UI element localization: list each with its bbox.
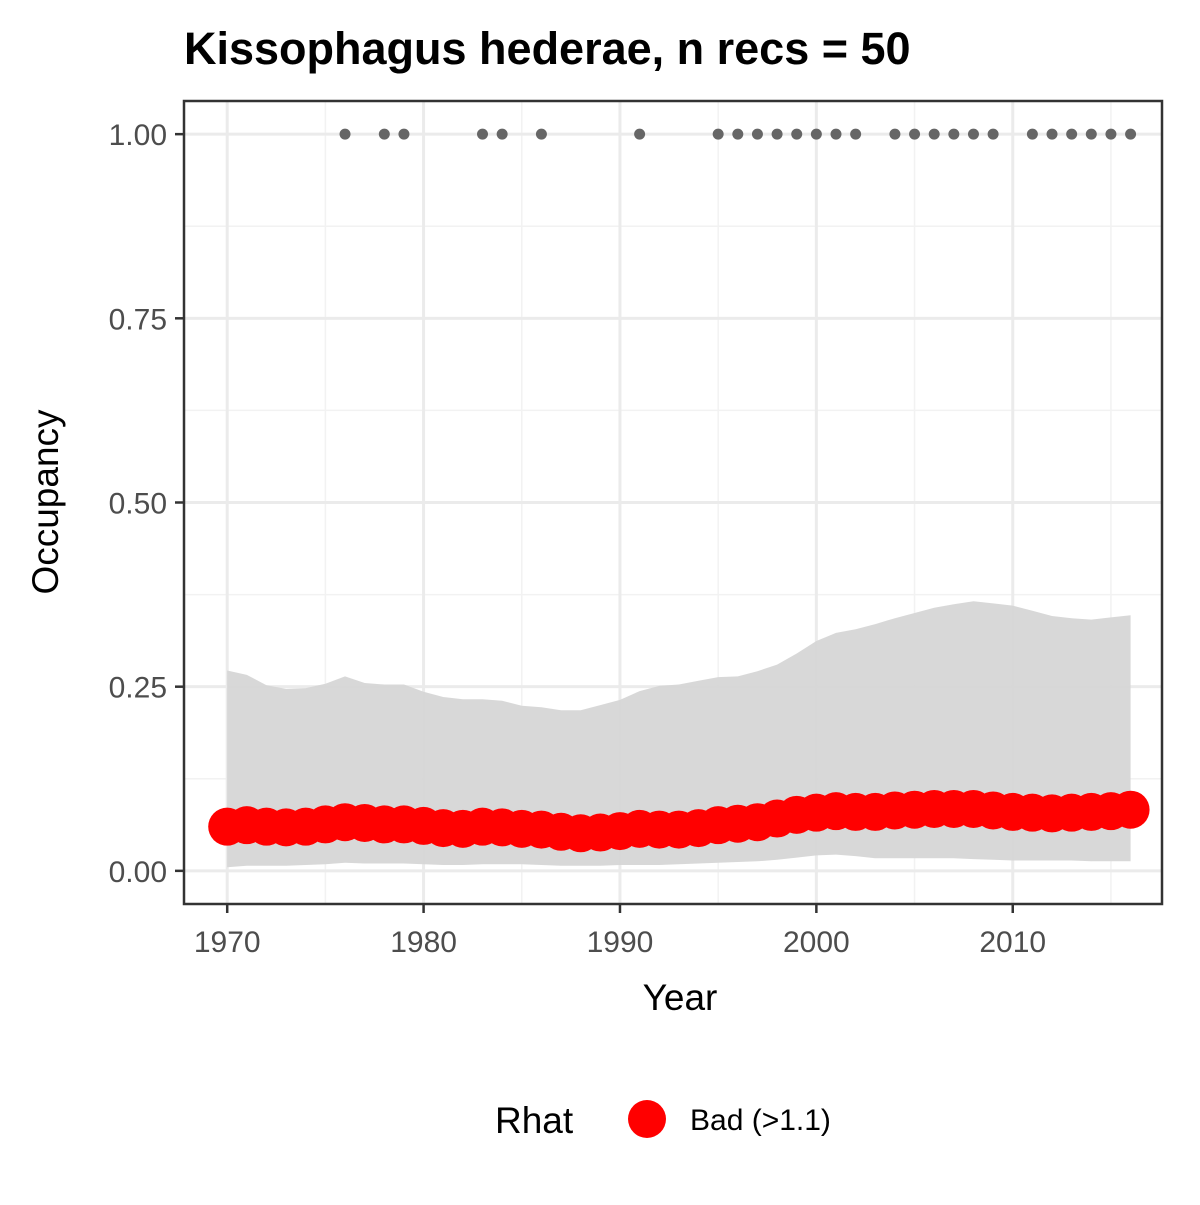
record-point bbox=[967, 128, 979, 140]
record-point bbox=[751, 128, 763, 140]
record-point bbox=[339, 128, 351, 140]
x-tick-label: 1980 bbox=[390, 926, 457, 959]
record-point bbox=[909, 128, 921, 140]
x-axis-title: Year bbox=[643, 977, 718, 1018]
record-point bbox=[771, 128, 783, 140]
y-axis-title: Occupancy bbox=[25, 409, 66, 595]
y-tick-label: 0.25 bbox=[109, 672, 167, 705]
record-point bbox=[810, 128, 822, 140]
record-point bbox=[948, 128, 960, 140]
record-point bbox=[830, 128, 842, 140]
record-point bbox=[1026, 128, 1038, 140]
chart-title: Kissophagus hederae, n recs = 50 bbox=[184, 23, 911, 74]
legend-title: Rhat bbox=[495, 1100, 574, 1141]
x-tick-label: 1990 bbox=[587, 926, 654, 959]
legend-key-bad bbox=[628, 1100, 666, 1138]
record-point bbox=[1085, 128, 1097, 140]
record-point bbox=[850, 128, 862, 140]
record-point bbox=[987, 128, 999, 140]
record-point bbox=[928, 128, 940, 140]
y-tick-label: 1.00 bbox=[109, 119, 167, 152]
record-point bbox=[378, 128, 390, 140]
record-point bbox=[712, 128, 724, 140]
legend-label-bad: Bad (>1.1) bbox=[690, 1104, 831, 1137]
record-point bbox=[732, 128, 744, 140]
plot-area: 0.00 0.25 0.50 0.75 1.00 1970 1980 1990 2000 2010 bbox=[109, 99, 1164, 959]
record-point bbox=[398, 128, 410, 140]
record-point bbox=[1125, 128, 1137, 140]
record-point bbox=[535, 128, 547, 140]
record-point bbox=[1105, 128, 1117, 140]
record-point bbox=[1066, 128, 1078, 140]
occupancy-point bbox=[1111, 790, 1150, 829]
record-point bbox=[1046, 128, 1058, 140]
record-point bbox=[889, 128, 901, 140]
x-tick-label: 2010 bbox=[979, 926, 1046, 959]
record-point bbox=[634, 128, 646, 140]
y-tick-label: 0.75 bbox=[109, 303, 167, 336]
record-point bbox=[791, 128, 803, 140]
y-tick-label: 0.00 bbox=[109, 856, 167, 889]
record-point bbox=[477, 128, 489, 140]
y-tick-label: 0.50 bbox=[109, 488, 167, 521]
record-point bbox=[496, 128, 508, 140]
x-tick-label: 1970 bbox=[194, 926, 261, 959]
x-tick-label: 2000 bbox=[783, 926, 850, 959]
legend: Rhat Bad (>1.1) bbox=[495, 1100, 831, 1141]
